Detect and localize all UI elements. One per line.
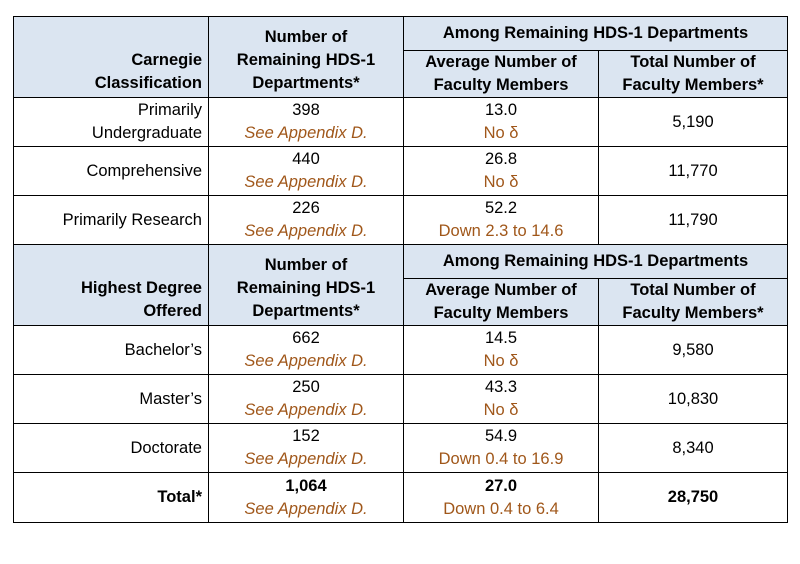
total-faculty-header: Total Number of Faculty Members* bbox=[597, 278, 789, 326]
row-label: Primarily Research bbox=[13, 195, 209, 245]
change-note: No δ bbox=[483, 173, 519, 191]
average-faculty: 26.8 No δ bbox=[403, 146, 599, 196]
total-faculty: 5,190 bbox=[597, 97, 789, 147]
appendix-note: See Appendix D. bbox=[244, 124, 368, 142]
average-faculty: 52.2 Down 2.3 to 14.6 bbox=[403, 195, 599, 245]
row-label: Primarily Undergraduate bbox=[13, 97, 209, 147]
change-note: No δ bbox=[483, 352, 519, 370]
average-faculty: 14.5 No δ bbox=[403, 325, 599, 375]
appendix-note: See Appendix D. bbox=[244, 401, 368, 419]
total-label: Total* bbox=[13, 472, 209, 523]
highest-degree-header: Highest Degree Offered bbox=[13, 244, 209, 326]
section1-header-row-1: Carnegie Classification Number of Remain… bbox=[13, 16, 789, 98]
total-faculty: 11,790 bbox=[597, 195, 789, 245]
table-row: Doctorate 152 See Appendix D. 54.9 Down … bbox=[13, 423, 789, 473]
row-label: Bachelor’s bbox=[13, 325, 209, 375]
total-department-count: 1,064 See Appendix D. bbox=[208, 472, 404, 523]
group-header: Among Remaining HDS-1 Departments bbox=[402, 244, 789, 279]
table-row: Master’s 250 See Appendix D. 43.3 No δ 1… bbox=[13, 374, 789, 424]
remaining-departments-header: Number of Remaining HDS-1 Departments* bbox=[208, 244, 404, 326]
change-note: Down 2.3 to 14.6 bbox=[438, 222, 564, 240]
average-faculty: 13.0 No δ bbox=[403, 97, 599, 147]
total-average-faculty: 27.0 Down 0.4 to 6.4 bbox=[403, 472, 599, 523]
appendix-note: See Appendix D. bbox=[244, 352, 368, 370]
change-note: No δ bbox=[483, 124, 519, 142]
average-faculty: 43.3 No δ bbox=[403, 374, 599, 424]
total-faculty: 8,340 bbox=[597, 423, 789, 473]
total-faculty: 9,580 bbox=[597, 325, 789, 375]
total-row: Total* 1,064 See Appendix D. 27.0 Down 0… bbox=[13, 472, 789, 523]
department-count: 250 See Appendix D. bbox=[208, 374, 404, 424]
average-faculty-header: Average Number of Faculty Members bbox=[403, 278, 599, 326]
section1-header-row-2: Average Number of Faculty Members Total … bbox=[14, 50, 789, 98]
total-faculty: 10,830 bbox=[597, 374, 789, 424]
change-note: No δ bbox=[483, 401, 519, 419]
row-label: Doctorate bbox=[13, 423, 209, 473]
appendix-note: See Appendix D. bbox=[244, 173, 368, 191]
table-row: Comprehensive 440 See Appendix D. 26.8 N… bbox=[13, 146, 789, 196]
appendix-note: See Appendix D. bbox=[244, 450, 368, 468]
group-header: Among Remaining HDS-1 Departments bbox=[402, 16, 789, 51]
faculty-table: Carnegie Classification Number of Remain… bbox=[13, 16, 789, 523]
appendix-note: See Appendix D. bbox=[244, 499, 368, 518]
total-faculty-header: Total Number of Faculty Members* bbox=[597, 50, 789, 98]
average-faculty: 54.9 Down 0.4 to 16.9 bbox=[403, 423, 599, 473]
remaining-departments-header: Number of Remaining HDS-1 Departments* bbox=[208, 16, 404, 98]
change-note: Down 0.4 to 6.4 bbox=[443, 499, 559, 518]
carnegie-classification-header: Carnegie Classification bbox=[13, 16, 209, 98]
total-faculty: 11,770 bbox=[597, 146, 789, 196]
average-faculty-header: Average Number of Faculty Members bbox=[403, 50, 599, 98]
table-row: Primarily Undergraduate 398 See Appendix… bbox=[13, 97, 789, 147]
table-row: Primarily Research 226 See Appendix D. 5… bbox=[13, 195, 789, 245]
change-note: Down 0.4 to 16.9 bbox=[438, 450, 564, 468]
department-count: 152 See Appendix D. bbox=[208, 423, 404, 473]
grand-total-faculty: 28,750 bbox=[597, 472, 789, 523]
appendix-note: See Appendix D. bbox=[244, 222, 368, 240]
table-row: Bachelor’s 662 See Appendix D. 14.5 No δ… bbox=[13, 325, 789, 375]
section2-header-row-2: Average Number of Faculty Members Total … bbox=[14, 278, 789, 326]
department-count: 226 See Appendix D. bbox=[208, 195, 404, 245]
section2-header-row-1: Highest Degree Offered Number of Remaini… bbox=[13, 244, 789, 326]
row-label: Comprehensive bbox=[13, 146, 209, 196]
department-count: 662 See Appendix D. bbox=[208, 325, 404, 375]
row-label: Master’s bbox=[13, 374, 209, 424]
department-count: 440 See Appendix D. bbox=[208, 146, 404, 196]
department-count: 398 See Appendix D. bbox=[208, 97, 404, 147]
